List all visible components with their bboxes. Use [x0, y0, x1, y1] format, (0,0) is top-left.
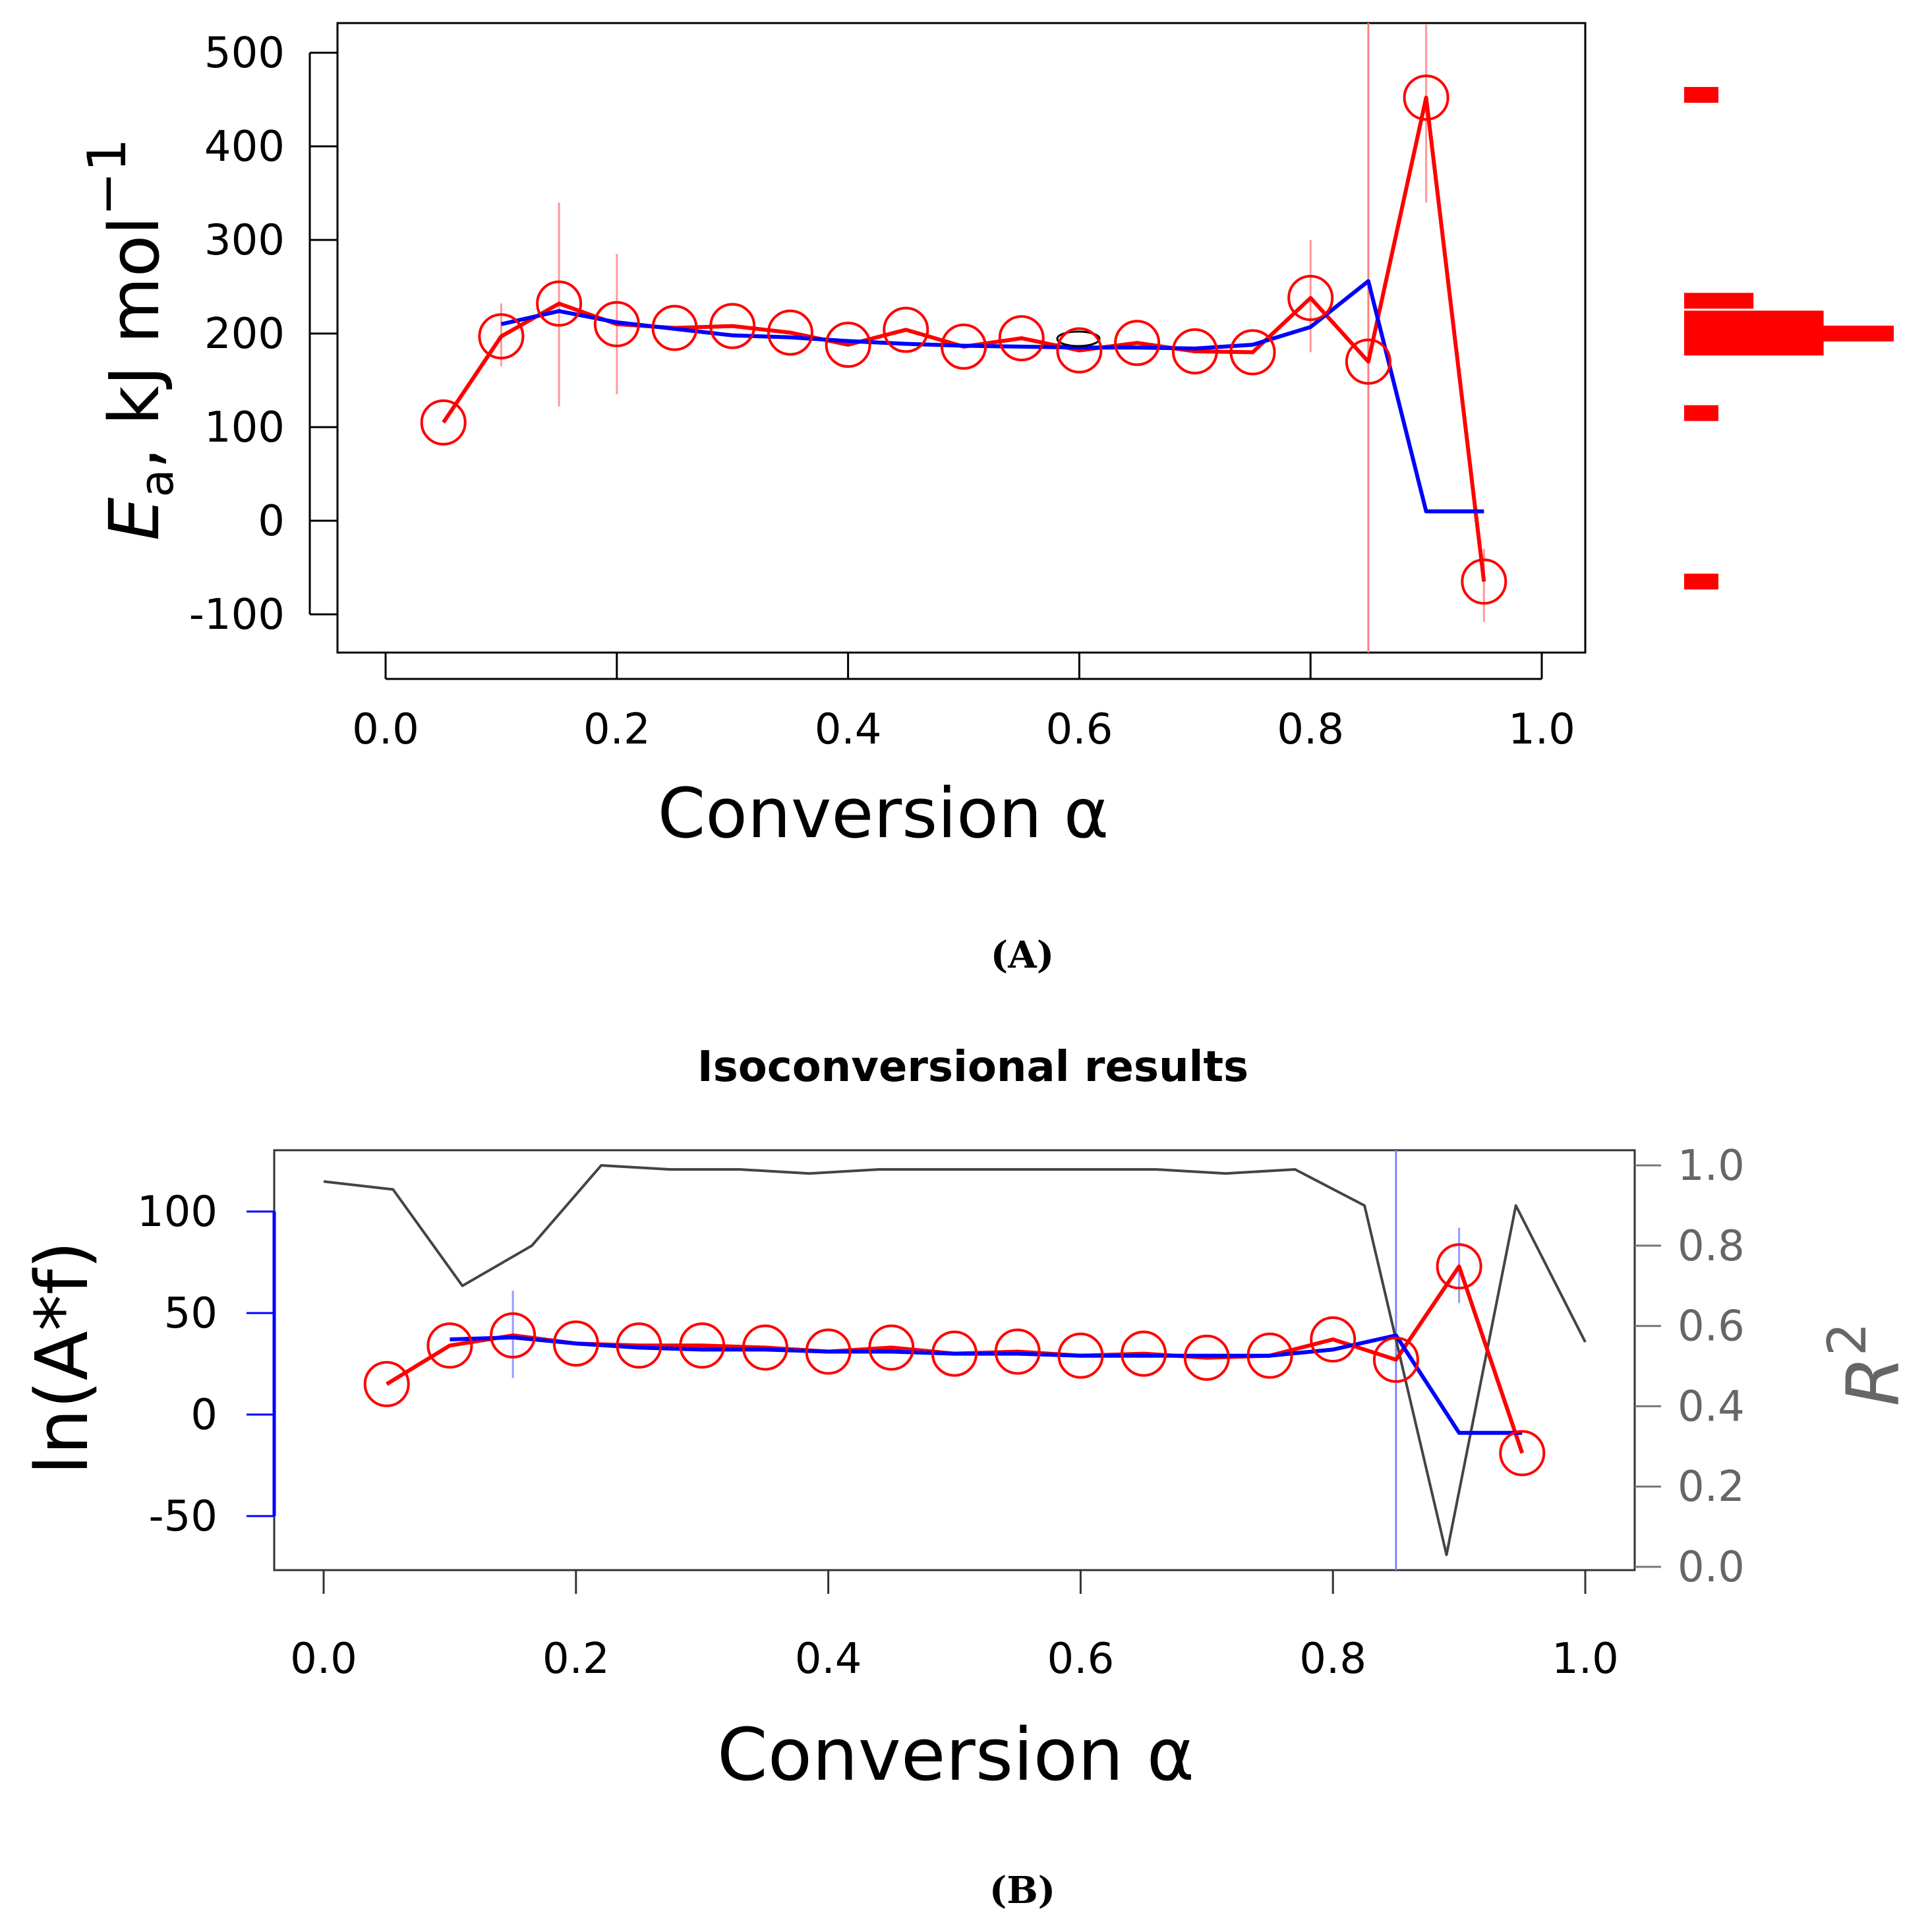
- panel-b-right-y-axis: 1.0 0.8 0.6 0.4 0.2 0.0: [1635, 1142, 1745, 1592]
- panel-b-data-point: [868, 1324, 915, 1371]
- panel-b-y-tick-label: 0: [190, 1391, 218, 1440]
- panel-b-data-point: [1183, 1334, 1230, 1381]
- panel-b-r2-series-line: [323, 1164, 1587, 1556]
- panel-b-right-y-axis-label: R2: [1817, 1322, 1915, 1406]
- panel-a-histogram-bar: [1684, 573, 1718, 590]
- panel-a-data-point: [593, 301, 640, 347]
- panel-a-data-point: [1461, 558, 1507, 605]
- panel-a-data-point: [651, 305, 698, 351]
- panel-a-data-point: [825, 322, 871, 368]
- panel-b: Isoconversional results 100 50 0 -50 1.0 0.8…: [20, 1043, 1915, 1912]
- panel-a-data-point: [883, 307, 929, 353]
- panel-b-x-axis: 0.0 0.2 0.4 0.6 0.8 1.0: [290, 1570, 1619, 1683]
- panel-a-data-point: [941, 323, 987, 370]
- panel-b-y-tick-label: 50: [164, 1289, 218, 1338]
- panel-a-histogram-bar: [1684, 326, 1894, 341]
- panel-b-data-point: [490, 1312, 537, 1359]
- panel-b-y2-tick-label: 0.2: [1678, 1463, 1745, 1511]
- panel-b-x-tick-label: 0.6: [1047, 1635, 1115, 1683]
- panel-b-left-y-axis: 100 50 0 -50: [137, 1188, 276, 1541]
- panel-b-x-tick-label: 0.4: [795, 1635, 862, 1683]
- panel-a-y-tick-label: 400: [204, 123, 285, 171]
- panel-b-data-point: [552, 1320, 599, 1367]
- panel-b-label: (B): [989, 1869, 1055, 1912]
- panel-b-data-point: [1310, 1316, 1357, 1363]
- panel-a-y-tick-label: 0: [258, 497, 285, 546]
- panel-a-y-axis-label: Ea, kJ mol−1: [76, 138, 184, 541]
- panel-a-data-point: [1287, 275, 1334, 322]
- panel-b-data-point: [805, 1328, 852, 1375]
- panel-a-label: (A): [991, 933, 1054, 977]
- panel-a-data-point: [709, 303, 756, 349]
- panel-b-data-point: [931, 1330, 978, 1377]
- panel-b-data-point: [363, 1361, 410, 1407]
- panel-b-x-tick-label: 0.0: [290, 1635, 357, 1683]
- panel-b-y-tick-label: -50: [148, 1492, 218, 1541]
- panel-a-histogram-bar: [1684, 293, 1754, 309]
- panel-b-title: Isoconversional results: [697, 1043, 1248, 1092]
- panel-a-plot-frame: [336, 22, 1587, 654]
- panel-b-x-tick-label: 0.8: [1299, 1635, 1366, 1683]
- panel-a-histogram-bar: [1684, 310, 1824, 327]
- panel-b-y-tick-label: 100: [137, 1188, 218, 1237]
- panel-a-data-point: [1171, 328, 1218, 374]
- panel-a-x-tick-label: 0.8: [1277, 705, 1344, 754]
- panel-a-data-point: [998, 315, 1045, 362]
- panel-b-y2-tick-label: 0.6: [1678, 1303, 1745, 1351]
- panel-a-y-tick-label: 500: [204, 29, 285, 78]
- panel-b-data-point: [742, 1324, 788, 1371]
- panel-b-y2-tick-label: 0.0: [1678, 1543, 1745, 1592]
- panel-a-x-axis: 0.0 0.2 0.4 0.6 0.8 1.0: [352, 653, 1575, 754]
- panel-a-data-point: [478, 313, 525, 360]
- panel-b-data-point: [1499, 1430, 1546, 1477]
- panel-b-fit-series-line: [450, 1333, 1523, 1435]
- panel-a-data-point: [1345, 338, 1391, 385]
- panel-a-data-point: [1229, 329, 1276, 376]
- panel-a-y-tick-label: 100: [204, 403, 285, 452]
- panel-a-y-tick-label: 300: [204, 216, 285, 265]
- panel-a-data-point: [1403, 74, 1449, 121]
- panel-b-data-point: [994, 1328, 1041, 1375]
- panel-b-data-point: [426, 1322, 473, 1369]
- panel-b-data-point: [1057, 1332, 1104, 1379]
- panel-b-y2-tick-label: 0.4: [1678, 1382, 1745, 1431]
- panel-a-x-tick-label: 1.0: [1508, 705, 1575, 754]
- panel-a-histogram: [1684, 86, 1894, 590]
- panel-a-data-point: [1056, 327, 1103, 374]
- panel-a-histogram-bar: [1684, 339, 1824, 356]
- panel-b-y2-tick-label: 1.0: [1678, 1142, 1745, 1190]
- panel-a-y-tick-label: -100: [189, 591, 285, 639]
- panel-a-histogram-bar: [1684, 86, 1718, 103]
- panel-a-x-axis-label: Conversion α: [658, 773, 1109, 854]
- panel-a-data-point: [1114, 320, 1161, 366]
- panel-a-x-tick-label: 0.2: [583, 705, 651, 754]
- panel-a-y-axis: 500 400 300 200 100 0 -100: [189, 29, 337, 639]
- panel-b-data-point: [1121, 1330, 1167, 1377]
- panel-a-data-point: [536, 280, 583, 327]
- panel-b-data-point: [1372, 1336, 1419, 1383]
- panel-b-y-axis-label: ln(A*f): [20, 1241, 104, 1475]
- panel-a-x-tick-label: 0.6: [1046, 705, 1113, 754]
- panel-a-y-tick-label: 200: [204, 310, 285, 359]
- panel-b-data-point: [616, 1322, 662, 1369]
- panel-b-x-tick-label: 1.0: [1552, 1635, 1619, 1683]
- panel-a-data-point: [767, 309, 813, 356]
- panel-a-data-point: [420, 399, 467, 446]
- panel-b-data-point: [1246, 1332, 1293, 1379]
- panel-a-histogram-bar: [1684, 405, 1718, 421]
- panel-a-fit-series-line: [500, 279, 1484, 513]
- panel-b-data-point: [679, 1322, 726, 1369]
- panel-b-x-tick-label: 0.2: [542, 1635, 610, 1683]
- panel-b-data-point: [1436, 1243, 1482, 1290]
- panel-b-y2-tick-label: 0.8: [1678, 1222, 1745, 1271]
- panel-a-marker-artifact: [1056, 330, 1101, 347]
- panel-b-x-axis-label: Conversion α: [717, 1712, 1194, 1797]
- panel-a-x-tick-label: 0.4: [815, 705, 882, 754]
- panel-a-x-tick-label: 0.0: [352, 705, 419, 754]
